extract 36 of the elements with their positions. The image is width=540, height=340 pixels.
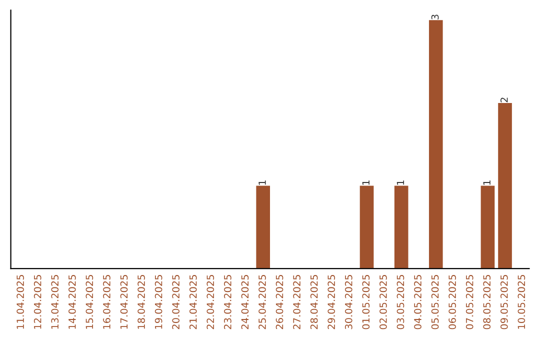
x-tick-label: 27.04.2025 [293, 275, 300, 330]
x-tick-label: 20.04.2025 [172, 275, 180, 330]
x-tick-label: 07.05.2025 [466, 275, 474, 330]
data-label: 1 [396, 180, 404, 185]
x-tick-label: 06.05.2025 [448, 275, 456, 330]
x-tick-label: 04.05.2025 [414, 275, 422, 330]
x-tick-label: 01.05.2025 [362, 275, 370, 330]
data-label: 1 [362, 180, 370, 185]
x-tick-label: 03.05.2025 [396, 275, 404, 330]
x-tick-label: 22.04.2025 [206, 275, 214, 330]
x-tick-label: 15.04.2025 [86, 275, 94, 329]
data-label: 3 [431, 14, 439, 20]
x-tick-label: 11.04.2025 [16, 275, 24, 329]
x-tick-label: 24.04.2025 [241, 275, 249, 330]
x-tick-label: 08.05.2025 [483, 275, 491, 330]
x-tick-label: 18.04.2025 [138, 275, 145, 329]
x-tick-label: 02.05.2025 [380, 275, 387, 330]
x-tick-label: 14.04.2025 [68, 275, 76, 329]
x-tick-label: 17.04.2025 [120, 275, 128, 329]
x-tick-label: 26.04.2025 [276, 275, 284, 330]
x-tick-label: 23.04.2025 [224, 275, 232, 330]
x-tick-label: 25.04.2025 [258, 275, 266, 330]
x-tick-label: 12.04.2025 [34, 275, 42, 329]
x-tick-label: 09.05.2025 [500, 275, 508, 330]
x-tick-label: 29.04.2025 [328, 275, 336, 330]
x-tick-label: 16.04.2025 [103, 275, 110, 329]
x-tick-label: 05.05.2025 [431, 275, 439, 330]
x-tick-label: 19.04.2025 [154, 275, 162, 329]
x-tick-label: 21.04.2025 [189, 275, 197, 330]
x-tick-label: 30.04.2025 [344, 275, 352, 330]
x-tick-label: 28.04.2025 [310, 275, 318, 330]
x-tick-label: 13.04.2025 [51, 275, 59, 329]
data-label: 2 [500, 98, 508, 102]
data-label: 1 [483, 180, 490, 185]
x-tick-label: 10.05.2025 [518, 275, 526, 329]
data-label: 1 [258, 180, 266, 185]
